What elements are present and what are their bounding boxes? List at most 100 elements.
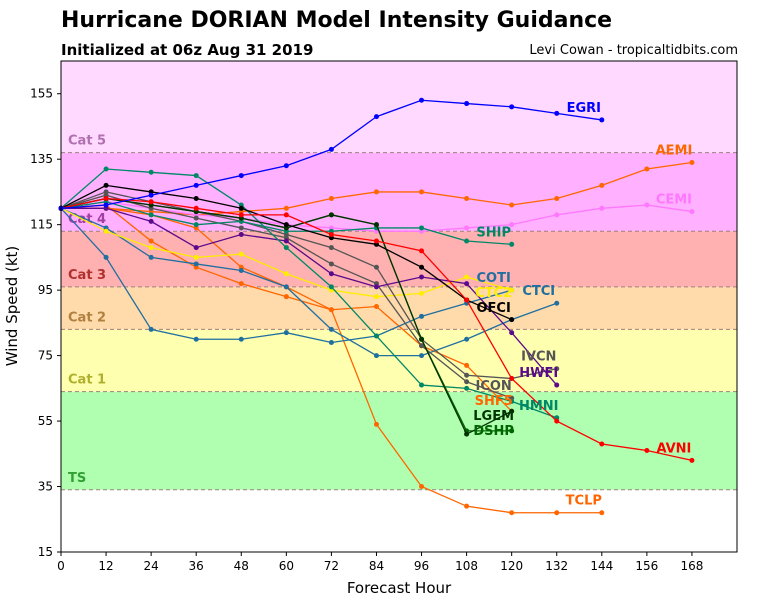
series-label: HWFI — [519, 366, 558, 381]
x-tick-label: 24 — [143, 559, 158, 573]
data-point — [103, 166, 109, 172]
data-point — [599, 441, 605, 447]
data-point — [464, 225, 470, 231]
plot-frame — [60, 60, 738, 553]
data-point — [373, 284, 379, 290]
series-label: ICON — [476, 379, 512, 394]
data-point — [373, 222, 379, 228]
data-point — [283, 284, 289, 290]
data-point — [148, 169, 154, 175]
data-point — [554, 195, 560, 201]
data-point — [193, 245, 199, 251]
series-label: DSHP — [473, 424, 514, 439]
series-line — [60, 191, 557, 380]
data-point — [328, 212, 334, 218]
data-point — [193, 205, 199, 211]
data-point — [373, 114, 379, 120]
band-label: Cat 5 — [68, 134, 106, 149]
data-point — [509, 376, 515, 382]
data-point — [419, 97, 425, 103]
data-point — [689, 159, 695, 165]
series-label: OFCI — [477, 301, 511, 316]
data-point — [509, 104, 515, 110]
y-tick-label: 95 — [38, 283, 53, 297]
data-point — [238, 267, 244, 273]
data-point — [464, 503, 470, 509]
data-point — [509, 510, 515, 516]
data-point — [373, 294, 379, 300]
data-point — [328, 146, 334, 152]
data-point — [148, 238, 154, 244]
data-point — [464, 372, 470, 378]
series-label: TCLP — [566, 494, 602, 509]
data-point — [419, 290, 425, 296]
data-point — [328, 340, 334, 346]
data-point — [238, 225, 244, 231]
x-tick-label: 168 — [680, 559, 703, 573]
data-point — [419, 343, 425, 349]
data-point — [193, 173, 199, 179]
data-point — [509, 317, 515, 323]
series-line — [60, 168, 557, 419]
data-point — [464, 379, 470, 385]
data-point — [238, 205, 244, 211]
data-point — [554, 510, 560, 516]
data-point — [373, 189, 379, 195]
y-tick-label: 155 — [30, 87, 53, 101]
x-tick-label: 144 — [590, 559, 613, 573]
data-point — [103, 254, 109, 260]
band-cat-5 — [61, 61, 737, 153]
y-tick-label: 15 — [38, 545, 53, 559]
data-point — [554, 110, 560, 116]
series-label: AVNI — [656, 441, 691, 456]
x-tick-label: 60 — [279, 559, 294, 573]
x-tick-label: 72 — [324, 559, 339, 573]
data-point — [103, 228, 109, 234]
series-label: LGEM — [473, 409, 514, 424]
data-point — [464, 281, 470, 287]
chart-title: Hurricane DORIAN Model Intensity Guidanc… — [61, 8, 613, 33]
data-point — [419, 313, 425, 319]
data-point — [644, 202, 650, 208]
band-ts — [61, 391, 737, 490]
data-point — [373, 421, 379, 427]
data-point — [193, 222, 199, 228]
data-point — [464, 362, 470, 368]
band-label: TS — [68, 471, 86, 486]
data-point — [509, 287, 515, 293]
data-point — [373, 238, 379, 244]
data-point — [689, 209, 695, 215]
series-line — [61, 207, 558, 386]
data-point — [238, 212, 244, 218]
data-point — [238, 336, 244, 342]
data-point — [509, 428, 515, 434]
data-point — [464, 101, 470, 107]
data-point — [238, 231, 244, 237]
data-point — [419, 189, 425, 195]
data-point — [509, 222, 515, 228]
series-label: IVCN — [521, 350, 556, 365]
data-point — [328, 261, 334, 267]
series-label: CTC2 — [475, 286, 512, 301]
data-point — [238, 173, 244, 179]
y-tick-label: 115 — [30, 218, 53, 232]
data-point — [193, 336, 199, 342]
data-point — [464, 431, 470, 437]
data-point — [238, 281, 244, 287]
series-label: EGRI — [567, 101, 601, 116]
data-point — [193, 215, 199, 221]
data-point — [373, 264, 379, 270]
data-point — [554, 418, 560, 424]
data-point — [419, 382, 425, 388]
data-point — [283, 212, 289, 218]
data-point — [509, 202, 515, 208]
data-point — [193, 182, 199, 188]
data-point — [419, 225, 425, 231]
data-point — [103, 202, 109, 208]
x-tick-label: 96 — [414, 559, 429, 573]
x-tick-label: 156 — [635, 559, 658, 573]
series-label: COTI — [477, 271, 511, 286]
data-point — [554, 382, 560, 388]
data-point — [509, 408, 515, 414]
